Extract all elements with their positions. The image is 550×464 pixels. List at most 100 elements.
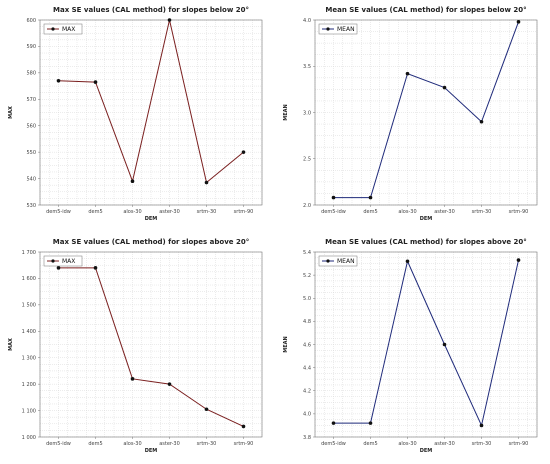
data-point xyxy=(442,85,447,90)
x-tick-label: dem5-idw xyxy=(46,209,71,215)
x-tick-label: dem5 xyxy=(88,209,102,215)
x-axis-title: DEM xyxy=(420,448,433,454)
x-tick-label: dem5 xyxy=(88,441,102,447)
chart-svg-3: Max SE values (CAL method) for slopes ab… xyxy=(8,238,263,454)
legend-box xyxy=(43,23,83,35)
data-point xyxy=(56,78,61,83)
data-point xyxy=(56,266,61,270)
x-tick-label: dem5 xyxy=(363,209,377,215)
y-tick-label: 540 xyxy=(26,176,36,182)
y-tick-label: 3.8 xyxy=(303,435,311,441)
plot-frame xyxy=(39,19,263,206)
chart-title: Max SE values (CAL method) for slopes ab… xyxy=(53,238,249,246)
legend-marker xyxy=(51,27,55,31)
legend-marker xyxy=(326,259,330,263)
y-tick-label: 4.4 xyxy=(303,365,311,371)
chart-mean-below-20: Mean SE values (CAL method) for slopes b… xyxy=(275,0,550,232)
y-tick-label: 1 200 xyxy=(22,382,36,388)
chart-max-above-20: Max SE values (CAL method) for slopes ab… xyxy=(0,232,275,464)
data-point xyxy=(93,266,98,270)
y-tick-label: 560 xyxy=(26,124,36,130)
y-tick-label: 530 xyxy=(26,203,36,209)
legend-label: MAX xyxy=(62,26,75,33)
y-tick-label: 5.4 xyxy=(303,250,311,256)
x-tick-label: aster-30 xyxy=(159,441,180,447)
y-tick-label: 4.2 xyxy=(303,389,311,395)
y-tick-label: 1 500 xyxy=(22,303,36,309)
data-point xyxy=(479,423,484,428)
x-axis-title: DEM xyxy=(145,448,158,454)
x-tick-label: srtm-30 xyxy=(472,441,492,447)
x-tick-label: dem5-idw xyxy=(46,441,71,447)
y-tick-label: 580 xyxy=(26,71,36,77)
y-axis-title: MEAN xyxy=(283,104,289,120)
legend-marker xyxy=(326,27,330,31)
x-tick-label: aster-30 xyxy=(159,209,180,215)
y-tick-label: 4.6 xyxy=(303,342,311,348)
y-tick-label: 1 600 xyxy=(22,276,36,282)
data-point xyxy=(516,258,521,262)
x-tick-label: alos-30 xyxy=(123,209,141,215)
data-point xyxy=(167,18,172,22)
y-tick-label: 1 300 xyxy=(22,356,36,362)
y-tick-label: 590 xyxy=(26,44,36,50)
x-tick-label: srtm-30 xyxy=(197,441,217,447)
y-tick-label: 600 xyxy=(26,18,36,24)
legend-box xyxy=(318,23,358,35)
x-tick-label: alos-30 xyxy=(398,209,416,215)
data-point xyxy=(241,424,246,429)
chart-title: Max SE values (CAL method) for slopes be… xyxy=(53,6,249,14)
y-tick-label: 4.8 xyxy=(303,319,311,325)
chart-svg-4: Mean SE values (CAL method) for slopes a… xyxy=(283,238,538,454)
y-axis-title: MEAN xyxy=(283,336,289,352)
data-point xyxy=(405,71,410,76)
data-point xyxy=(479,119,484,124)
chart-max-below-20: Max SE values (CAL method) for slopes be… xyxy=(0,0,275,232)
data-point xyxy=(204,180,209,185)
series-line xyxy=(58,267,244,427)
x-tick-label: dem5-idw xyxy=(321,441,346,447)
data-point xyxy=(204,407,209,412)
x-tick-label: alos-30 xyxy=(123,441,141,447)
legend-box xyxy=(43,255,83,267)
x-tick-label: srtm-90 xyxy=(234,441,254,447)
series-line xyxy=(58,19,244,184)
series-line xyxy=(333,259,519,427)
x-tick-label: aster-30 xyxy=(434,209,455,215)
x-tick-label: srtm-90 xyxy=(509,441,529,447)
y-tick-label: 4.0 xyxy=(303,412,311,418)
y-tick-label: 1 700 xyxy=(22,250,36,256)
y-tick-label: 1 000 xyxy=(22,435,36,441)
y-tick-label: 3.0 xyxy=(303,110,311,116)
legend-label: MEAN xyxy=(337,258,355,265)
plot-frame xyxy=(39,251,263,438)
data-point xyxy=(241,150,246,154)
chart-mean-above-20: Mean SE values (CAL method) for slopes a… xyxy=(275,232,550,464)
y-axis-title: MAX xyxy=(8,106,14,119)
x-tick-label: aster-30 xyxy=(434,441,455,447)
data-point xyxy=(331,421,336,425)
x-tick-label: dem5 xyxy=(363,441,377,447)
legend-marker xyxy=(51,259,55,263)
y-tick-label: 5.0 xyxy=(303,296,311,302)
y-tick-label: 2.5 xyxy=(303,157,311,163)
data-point xyxy=(368,195,373,200)
x-tick-label: srtm-30 xyxy=(197,209,217,215)
data-point xyxy=(130,179,135,184)
chart-title: Mean SE values (CAL method) for slopes a… xyxy=(325,238,527,246)
series-line xyxy=(333,21,519,199)
chart-svg-2: Mean SE values (CAL method) for slopes b… xyxy=(283,6,538,222)
x-axis-title: DEM xyxy=(145,216,158,222)
data-point xyxy=(130,377,135,381)
data-point xyxy=(442,342,447,347)
x-tick-label: srtm-90 xyxy=(509,209,529,215)
y-tick-label: 4.0 xyxy=(303,18,311,24)
y-tick-label: 2.0 xyxy=(303,203,311,209)
legend-label: MAX xyxy=(62,258,75,265)
data-point xyxy=(405,259,410,264)
x-tick-label: dem5-idw xyxy=(321,209,346,215)
data-point xyxy=(516,20,521,24)
y-tick-label: 1 100 xyxy=(22,408,36,414)
legend-label: MEAN xyxy=(337,26,355,33)
x-tick-label: srtm-30 xyxy=(472,209,492,215)
